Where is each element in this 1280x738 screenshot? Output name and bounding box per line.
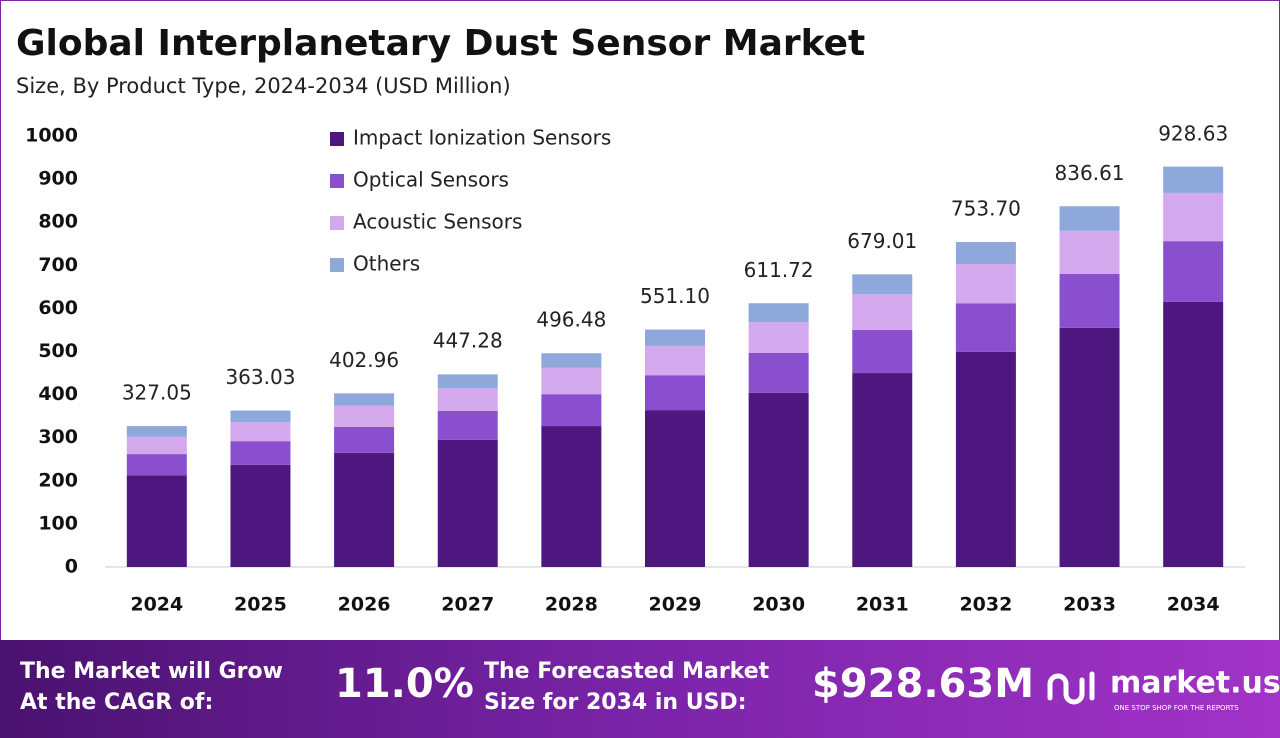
total-label: 447.28	[433, 329, 503, 353]
forecast-value: $928.63M	[812, 661, 1034, 707]
y-tick-label: 1000	[25, 125, 78, 147]
footer-band	[0, 640, 1280, 738]
bar-segment	[748, 303, 809, 323]
bar-segment	[645, 345, 705, 376]
x-tick-label: 2032	[959, 594, 1012, 616]
legend-swatch	[330, 258, 344, 272]
cagr-label: At the CAGR of:	[20, 690, 213, 715]
bar-segment	[334, 393, 395, 406]
bar-segment	[1163, 241, 1224, 302]
y-tick-label: 100	[38, 512, 78, 534]
bar-segment	[1059, 230, 1120, 274]
bar-segment	[748, 392, 809, 567]
bar-segment	[748, 322, 809, 353]
y-tick-label: 600	[38, 297, 78, 319]
x-tick-label: 2029	[649, 594, 702, 616]
y-tick-label: 200	[38, 469, 78, 491]
bar-segment	[1059, 273, 1120, 328]
legend-label: Optical Sensors	[353, 168, 509, 192]
total-label: 363.03	[225, 365, 295, 389]
bar-segment	[748, 352, 809, 393]
total-label: 496.48	[536, 308, 606, 332]
total-label: 551.10	[640, 284, 710, 308]
bar-segment	[541, 367, 602, 395]
legend-swatch	[330, 216, 344, 230]
bar-segment	[437, 388, 498, 411]
bar-segment	[334, 452, 395, 567]
bar-segment	[955, 264, 1016, 304]
bar-segment	[437, 439, 498, 567]
tagline: ONE STOP SHOP FOR THE REPORTS	[1114, 704, 1239, 712]
chart-subtitle: Size, By Product Type, 2024-2034 (USD Mi…	[16, 74, 511, 98]
chart-title: Global Interplanetary Dust Sensor Market	[16, 23, 865, 64]
bar-segment	[541, 353, 602, 368]
bar-segment	[541, 394, 602, 427]
x-tick-label: 2030	[752, 594, 805, 616]
bar-segment	[1059, 327, 1120, 567]
brand: market.us	[1110, 666, 1280, 701]
y-tick-label: 300	[38, 426, 78, 448]
bar-segment	[645, 375, 705, 411]
bar-segment	[334, 405, 395, 427]
legend-label: Impact Ionization Sensors	[353, 126, 611, 150]
y-tick-label: 900	[38, 168, 78, 190]
x-tick-label: 2033	[1063, 594, 1116, 616]
total-label: 327.05	[122, 381, 192, 405]
bar-segment	[645, 329, 705, 346]
bar-segment	[437, 410, 498, 440]
bar-segment	[541, 426, 602, 567]
legend-swatch	[330, 132, 344, 146]
brand-icon	[1047, 671, 1095, 705]
total-label: 402.96	[329, 348, 399, 372]
bar-segment	[645, 410, 705, 567]
total-label: 611.72	[744, 258, 814, 282]
bar-segment	[126, 426, 187, 437]
y-tick-label: 700	[38, 254, 78, 276]
total-label: 753.70	[951, 197, 1021, 221]
x-tick-label: 2025	[234, 594, 287, 616]
bar-segment	[955, 303, 1016, 352]
bar-segment	[852, 373, 913, 567]
bar-segment	[955, 351, 1016, 567]
x-tick-label: 2034	[1167, 594, 1220, 616]
forecast-label: The Forecasted Market	[484, 659, 770, 684]
bar-segment	[126, 454, 187, 476]
x-tick-label: 2024	[130, 594, 183, 616]
y-tick-label: 800	[38, 211, 78, 233]
bar-segment	[1163, 166, 1224, 193]
y-tick-label: 500	[38, 340, 78, 362]
bar-segment	[230, 410, 291, 423]
bar-segment	[852, 274, 913, 295]
y-tick-label: 400	[38, 383, 78, 405]
cagr-label: The Market will Grow	[20, 659, 283, 684]
x-tick-label: 2027	[441, 594, 494, 616]
bar-segment	[126, 436, 187, 455]
bar-segment	[334, 426, 395, 453]
bar-segment	[437, 374, 498, 389]
bar-segment	[1163, 192, 1224, 242]
legend-label: Others	[353, 252, 420, 276]
bar-segment	[1059, 206, 1120, 231]
x-tick-label: 2031	[856, 594, 909, 616]
y-tick-label: 0	[65, 556, 78, 578]
x-tick-label: 2028	[545, 594, 598, 616]
bar-segment	[955, 242, 1016, 265]
total-label: 928.63	[1158, 121, 1228, 145]
forecast-label: Size for 2034 in USD:	[484, 690, 747, 715]
total-label: 836.61	[1055, 161, 1125, 185]
bar-segment	[126, 475, 187, 567]
bar-segment	[852, 294, 913, 330]
cagr-value: 11.0%	[335, 661, 474, 707]
bar-segment	[230, 441, 291, 465]
x-tick-label: 2026	[338, 594, 391, 616]
bar-segment	[230, 422, 291, 442]
bar-segment	[230, 464, 291, 567]
legend-label: Acoustic Sensors	[353, 210, 522, 234]
bar-segment	[1163, 301, 1224, 567]
total-label: 679.01	[847, 229, 917, 253]
legend-swatch	[330, 174, 344, 188]
bar-segment	[852, 329, 913, 374]
